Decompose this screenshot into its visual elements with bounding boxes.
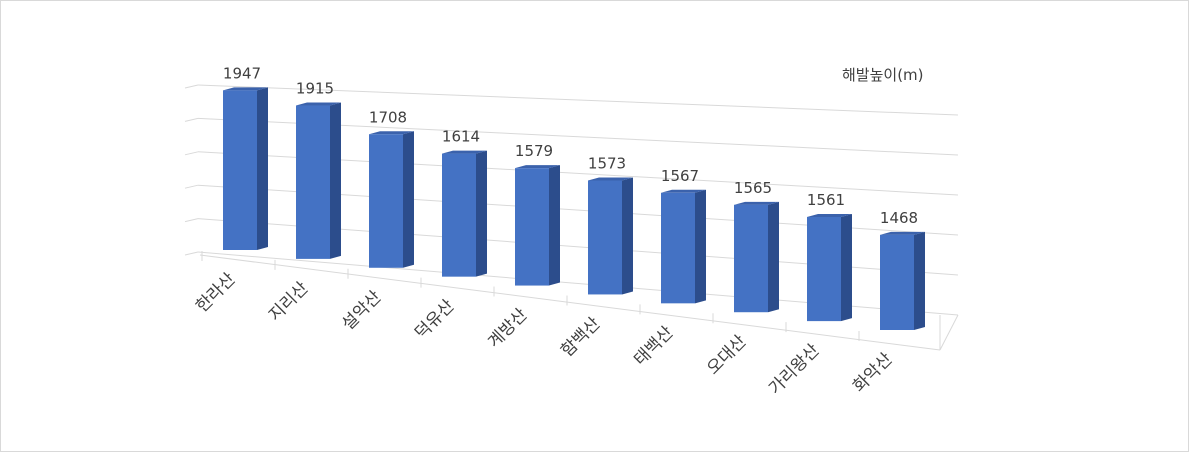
bar-side — [257, 87, 268, 250]
bar-top — [880, 231, 925, 235]
bar — [223, 90, 257, 250]
tick-mark — [184, 251, 199, 256]
bar-top — [734, 201, 779, 205]
floor-edge — [199, 254, 941, 351]
tick-mark — [184, 117, 199, 122]
bar-side — [476, 150, 487, 277]
value-label: 1573 — [588, 154, 626, 172]
bar-top — [588, 177, 633, 181]
tick-mark — [184, 84, 199, 89]
floor-edge — [939, 314, 959, 351]
bar-side — [330, 102, 341, 259]
bar — [588, 180, 622, 295]
bar — [880, 234, 914, 330]
bar — [515, 168, 549, 286]
bar-top — [296, 102, 341, 106]
value-label: 1708 — [369, 108, 407, 126]
bar-top — [442, 150, 487, 154]
value-label: 1567 — [661, 167, 699, 185]
bar-top — [223, 87, 268, 91]
value-label: 1579 — [515, 142, 553, 160]
bar — [807, 216, 841, 322]
bar — [734, 204, 768, 313]
bar-side — [622, 177, 633, 295]
bar — [442, 153, 476, 277]
value-label: 1947 — [223, 64, 261, 82]
value-label: 1561 — [807, 191, 845, 209]
bar-side — [403, 131, 414, 268]
bar-side — [768, 201, 779, 313]
bar-top — [369, 131, 414, 135]
bar — [661, 192, 695, 304]
grid-line — [197, 84, 959, 116]
axis-label: 해발높이(m) — [842, 66, 924, 84]
bar-side — [841, 213, 852, 322]
tick-mark — [184, 151, 199, 156]
value-label: 1614 — [442, 128, 480, 146]
bar-side — [695, 189, 706, 304]
bar-top — [807, 213, 852, 217]
bar-side — [549, 165, 560, 286]
value-label: 1915 — [296, 80, 334, 98]
tick-mark — [184, 218, 199, 223]
bar-side — [914, 231, 925, 330]
bar-top — [661, 189, 706, 193]
tick-mark — [184, 184, 199, 189]
value-label: 1565 — [734, 179, 772, 197]
bar-top — [515, 165, 560, 169]
bar — [296, 105, 330, 259]
bar — [369, 134, 403, 268]
value-label: 1468 — [880, 209, 918, 227]
